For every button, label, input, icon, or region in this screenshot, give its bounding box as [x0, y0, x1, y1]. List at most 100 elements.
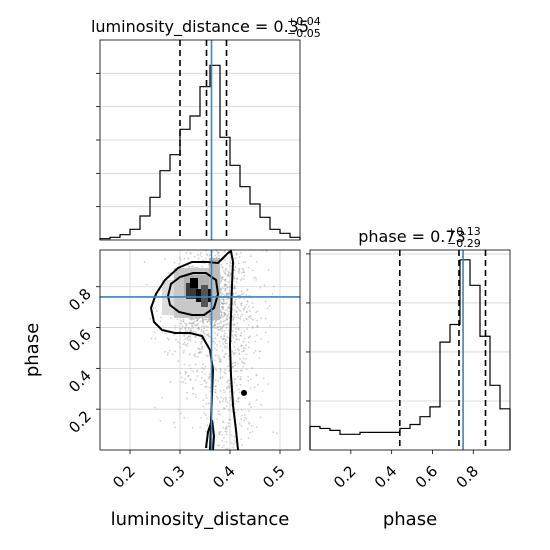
scatter-point: [194, 355, 197, 358]
scatter-point: [207, 319, 210, 321]
scatter-point: [183, 257, 186, 260]
scatter-point: [213, 340, 215, 342]
scatter-point: [217, 253, 219, 256]
scatter-point: [225, 323, 228, 326]
scatter-point: [214, 391, 217, 394]
scatter-point: [221, 265, 224, 268]
x-tick-label: 0.6: [412, 462, 442, 492]
scatter-point: [222, 302, 225, 305]
scatter-point: [222, 320, 225, 323]
scatter-point: [228, 289, 231, 291]
scatter-point: [189, 367, 192, 370]
scatter-point: [184, 343, 187, 346]
scatter-point: [205, 385, 208, 388]
scatter-point: [222, 305, 224, 308]
scatter-point: [199, 350, 202, 353]
scatter-point: [228, 303, 231, 306]
scatter-point: [233, 314, 236, 316]
scatter-point: [201, 265, 204, 268]
scatter-point: [191, 392, 194, 395]
scatter-point: [214, 323, 217, 326]
scatter-point: [205, 430, 207, 433]
scatter-point: [234, 441, 237, 444]
scatter-point: [242, 292, 245, 295]
scatter-point: [249, 378, 252, 380]
scatter-point: [235, 384, 238, 387]
scatter-point: [178, 342, 181, 345]
scatter-point: [221, 376, 224, 379]
scatter-point: [227, 422, 230, 424]
scatter-point: [221, 440, 224, 442]
scatter-point: [248, 403, 250, 406]
scatter-point: [231, 350, 234, 353]
scatter-point: [199, 254, 202, 256]
scatter-point: [224, 283, 227, 286]
x-axis-label-luminosity-distance: luminosity_distance: [111, 509, 290, 530]
scatter-point: [193, 318, 196, 321]
scatter-point: [248, 316, 250, 318]
scatter-point: [240, 290, 243, 293]
scatter-point: [206, 333, 209, 336]
scatter-point: [178, 330, 181, 333]
scatter-point: [225, 267, 228, 270]
scatter-point: [224, 283, 227, 286]
panel-2d-density: 0.2 0.3 0.4 0.5 0.2 0.4 0.6 0.8: [65, 249, 301, 492]
scatter-point: [203, 318, 206, 321]
scatter-point: [222, 298, 225, 300]
scatter-point: [221, 292, 224, 295]
scatter-point: [219, 309, 222, 312]
scatter-point: [200, 337, 203, 340]
scatter-point: [268, 304, 271, 307]
panel-phase-histogram: 0.2 0.4 0.6 0.8 phase = 0.73 +0.13 −0.29: [306, 225, 511, 492]
scatter-point: [220, 287, 222, 290]
scatter-point: [233, 269, 236, 272]
scatter-point: [224, 269, 227, 271]
scatter-point: [221, 306, 224, 309]
scatter-point: [242, 365, 245, 368]
scatter-point: [241, 313, 244, 316]
scatter-point: [189, 252, 192, 255]
scatter-point: [219, 291, 222, 293]
title-value: 0.35: [273, 17, 309, 36]
scatter-point: [229, 418, 232, 421]
scatter-point: [234, 370, 236, 373]
scatter-point: [202, 319, 205, 322]
scatter-point: [238, 391, 241, 394]
scatter-point: [200, 417, 202, 419]
scatter-point: [224, 290, 227, 292]
scatter-point: [193, 323, 196, 326]
scatter-point: [228, 419, 230, 421]
scatter-point: [208, 335, 210, 338]
scatter-point: [189, 329, 192, 332]
scatter-point: [258, 350, 261, 353]
scatter-point: [185, 371, 188, 374]
scatter-point: [255, 279, 257, 281]
scatter-point: [221, 326, 224, 328]
isolated-point: [241, 389, 247, 396]
scatter-point: [221, 278, 224, 281]
scatter-point: [229, 274, 232, 277]
scatter-point: [223, 371, 226, 373]
scatter-point: [183, 335, 186, 337]
scatter-point: [188, 265, 191, 268]
scatter-point: [186, 345, 188, 347]
scatter-point: [202, 330, 205, 333]
scatter-point: [217, 410, 220, 413]
scatter-point: [254, 350, 257, 352]
scatter-point: [215, 256, 218, 259]
scatter-point: [224, 259, 226, 262]
scatter-point: [223, 355, 226, 358]
scatter-point: [245, 368, 248, 371]
scatter-point: [156, 310, 158, 312]
scatter-point: [221, 276, 224, 278]
scatter-point: [154, 406, 156, 409]
scatter-point: [220, 314, 223, 317]
density-cell: [209, 258, 220, 320]
scatter-point: [230, 434, 233, 437]
scatter-point: [184, 326, 187, 329]
x-tick-label: 0.3: [159, 462, 189, 492]
scatter-point: [220, 321, 222, 324]
scatter-point: [235, 252, 238, 255]
scatter-point: [225, 284, 228, 287]
scatter-point: [239, 315, 242, 318]
